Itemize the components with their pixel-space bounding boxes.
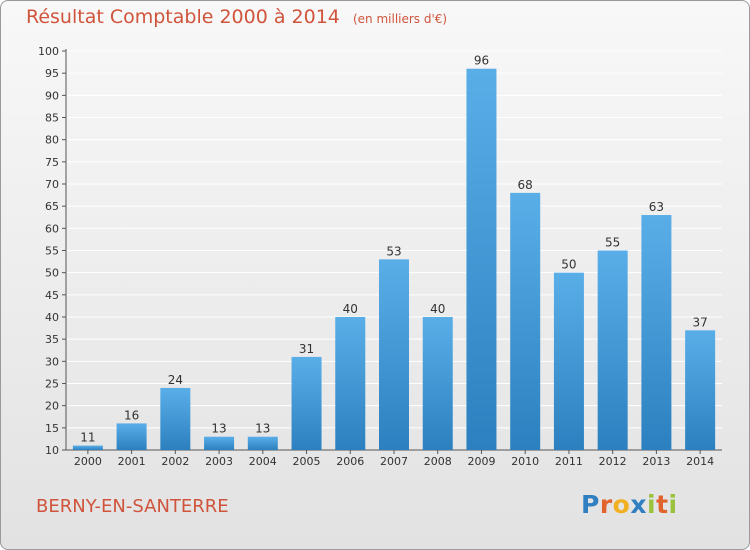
proxiti-logo[interactable]: Proxiti <box>581 490 678 519</box>
bar-2008 <box>422 317 453 450</box>
logo-letter: P <box>581 490 600 519</box>
x-tick-label: 2011 <box>555 455 583 468</box>
data-label-2010: 68 <box>518 178 533 192</box>
x-tick-label: 2010 <box>511 455 539 468</box>
y-tick-label: 90 <box>45 89 59 102</box>
axes: 10 15 20 25 30 35 40 45 50 55 60 65 70 75 80 85 90 95 100 2… <box>38 45 722 468</box>
y-tick-label: 45 <box>45 289 59 302</box>
x-tick-label: 2006 <box>336 455 364 468</box>
bar-2014 <box>685 330 716 450</box>
y-tick-label: 25 <box>45 378 59 391</box>
y-tick-label: 55 <box>45 245 59 258</box>
x-tick-label: 2009 <box>467 455 495 468</box>
y-tick-label: 20 <box>45 400 59 413</box>
y-tick-label: 15 <box>45 422 59 435</box>
y-tick-label: 95 <box>45 67 59 80</box>
y-tick-label: 60 <box>45 222 59 235</box>
bar-2006 <box>335 317 366 450</box>
data-label-2014: 37 <box>692 315 707 329</box>
x-tick-label: 2013 <box>642 455 670 468</box>
logo-letter: r <box>599 490 613 519</box>
data-label-2004: 13 <box>255 422 270 436</box>
bar-2000 <box>72 445 103 450</box>
bar-2005 <box>291 356 322 450</box>
bar-2013 <box>641 215 672 450</box>
logo-letter: i <box>647 490 657 519</box>
bar-2011 <box>553 272 584 450</box>
data-label-2006: 40 <box>343 302 358 316</box>
x-tick-label: 2004 <box>249 455 277 468</box>
x-tick-label: 2000 <box>74 455 102 468</box>
data-label-2012: 55 <box>605 236 620 250</box>
data-label-2007: 53 <box>386 244 401 258</box>
x-tick-label: 2012 <box>599 455 627 468</box>
title-text: Résultat Comptable 2000 à 2014 <box>26 6 340 28</box>
data-labels: 11 16 24 13 13 31 40 53 40 96 68 50 55 63 37 <box>80 54 708 445</box>
commune-name: BERNY-EN-SANTERRE <box>36 496 229 517</box>
data-label-2000: 11 <box>80 431 95 445</box>
y-tick-label: 75 <box>45 156 59 169</box>
x-tick-label: 2002 <box>161 455 189 468</box>
y-tick-label: 70 <box>45 178 59 191</box>
y-tick-label: 40 <box>45 311 59 324</box>
bar-2001 <box>116 423 147 450</box>
y-tick-label: 50 <box>45 267 59 280</box>
logo-letter: t <box>656 490 669 519</box>
bar-2009 <box>466 68 497 450</box>
y-tick-label: 100 <box>38 45 59 58</box>
data-label-2001: 16 <box>124 408 139 422</box>
bar-2002 <box>160 387 191 450</box>
y-tick-label: 80 <box>45 134 59 147</box>
bar-2010 <box>510 192 541 450</box>
x-tick-label: 2001 <box>118 455 146 468</box>
unit-text: (en milliers d'€) <box>352 12 448 26</box>
data-label-2005: 31 <box>299 342 314 356</box>
bar-2012 <box>597 250 628 450</box>
data-label-2002: 24 <box>168 373 183 387</box>
data-label-2013: 63 <box>649 200 664 214</box>
x-tick-label: 2005 <box>293 455 321 468</box>
y-tick-label: 10 <box>45 444 59 457</box>
y-tick-label: 85 <box>45 112 59 125</box>
data-label-2011: 50 <box>561 258 576 272</box>
logo-letter: o <box>612 490 631 519</box>
bar-2003 <box>204 436 235 450</box>
x-tick-label: 2014 <box>686 455 714 468</box>
bar-2007 <box>379 259 409 450</box>
y-tick-label: 35 <box>45 333 59 346</box>
logo-letter: i <box>668 490 678 519</box>
bars <box>72 68 716 450</box>
x-tick-label: 2007 <box>380 455 408 468</box>
data-label-2008: 40 <box>430 302 445 316</box>
y-tick-label: 30 <box>45 355 59 368</box>
data-label-2003: 13 <box>211 422 226 436</box>
logo-letter: x <box>630 490 647 519</box>
x-tick-label: 2003 <box>205 455 233 468</box>
x-tick-label: 2008 <box>424 455 452 468</box>
bar-2004 <box>247 436 278 450</box>
chart-title: Résultat Comptable 2000 à 2014 (en milli… <box>26 6 447 28</box>
data-label-2009: 96 <box>474 54 489 68</box>
y-tick-label: 65 <box>45 200 59 213</box>
